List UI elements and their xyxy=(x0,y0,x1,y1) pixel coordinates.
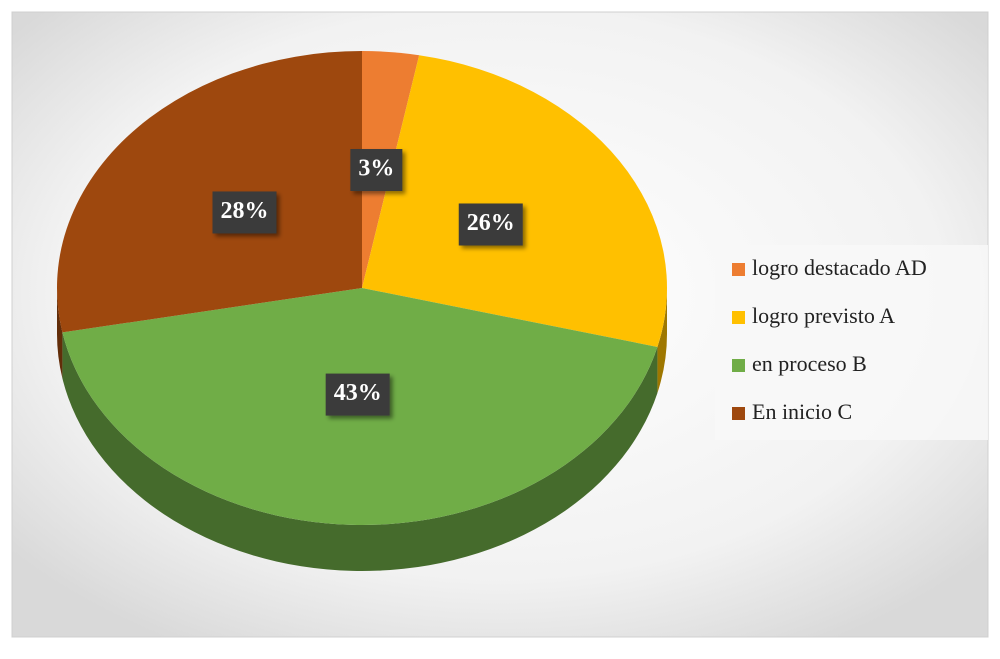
data-label-box xyxy=(325,373,390,416)
data-label-box xyxy=(350,149,403,192)
legend-swatch xyxy=(732,263,745,276)
legend-label: En inicio C xyxy=(752,399,852,424)
pie-side xyxy=(57,288,63,379)
data-label: 3% xyxy=(358,156,394,182)
legend-label: logro previsto A xyxy=(752,303,895,328)
legend-label: logro destacado AD xyxy=(752,255,927,280)
legend-swatch xyxy=(732,407,745,420)
data-label: 28% xyxy=(220,198,268,224)
legend-swatch xyxy=(732,311,745,324)
pie-slice xyxy=(362,55,667,347)
data-label-box xyxy=(212,191,277,234)
pie-side xyxy=(62,332,658,571)
data-label: 26% xyxy=(467,210,515,236)
data-label-box xyxy=(458,203,523,246)
pie-slice xyxy=(56,51,362,333)
legend-label: en proceso B xyxy=(752,351,867,376)
legend-box xyxy=(715,245,988,440)
legend-swatch xyxy=(732,359,745,372)
data-label: 43% xyxy=(334,380,382,406)
pie-side xyxy=(657,288,667,393)
